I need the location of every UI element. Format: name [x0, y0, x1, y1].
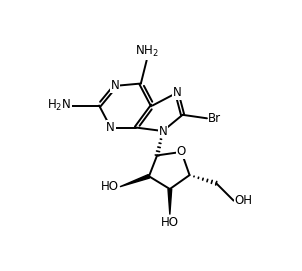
Text: NH$_2$: NH$_2$	[135, 44, 159, 59]
Text: OH: OH	[235, 194, 253, 207]
Text: N: N	[106, 121, 115, 134]
Text: HO: HO	[101, 180, 119, 193]
Text: N: N	[159, 125, 167, 138]
Text: N: N	[172, 86, 181, 99]
Text: HO: HO	[161, 216, 179, 229]
Text: O: O	[177, 146, 186, 159]
Polygon shape	[168, 189, 172, 215]
Text: N: N	[111, 79, 120, 92]
Text: Br: Br	[208, 112, 221, 125]
Polygon shape	[120, 175, 149, 187]
Text: H$_2$N: H$_2$N	[47, 98, 71, 113]
